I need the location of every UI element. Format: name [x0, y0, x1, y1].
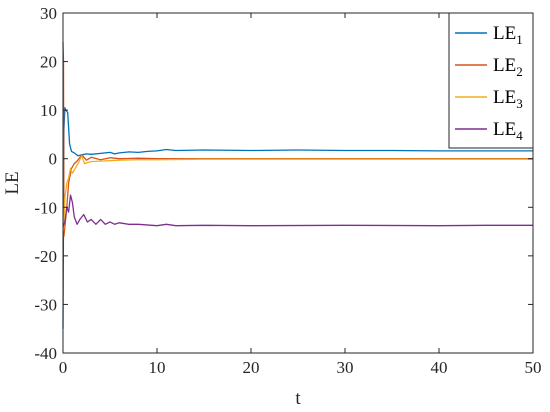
legend-entry-le4: LE4	[493, 119, 523, 143]
y-tick-label: 0	[49, 150, 58, 169]
y-tick-label: -20	[34, 247, 57, 266]
legend-entry-subscript: 3	[516, 96, 523, 111]
x-tick-label: 50	[525, 358, 542, 377]
x-tick-label: 30	[337, 358, 354, 377]
y-tick-label: 10	[40, 101, 57, 120]
legend-entry-name: LE	[493, 55, 516, 76]
y-axis-label: LE	[2, 171, 23, 194]
x-tick-label: 0	[59, 358, 68, 377]
series-line-le1	[62, 107, 533, 329]
series-line-le3	[62, 155, 533, 232]
x-tick-label: 40	[431, 358, 448, 377]
x-tick-label: 20	[243, 358, 260, 377]
y-tick-label: 30	[40, 4, 57, 23]
legend-entry-name: LE	[493, 119, 516, 140]
x-tick-label: 10	[149, 358, 166, 377]
y-tick-label: -10	[34, 198, 57, 217]
legend-entry-subscript: 4	[516, 128, 523, 143]
y-tick-label: -40	[34, 344, 57, 363]
legend-entry-subscript: 1	[516, 32, 523, 47]
y-tick-label: 20	[40, 53, 57, 72]
ticks-layer: 0 10 20 30 40 50 30 20 10 0 -10 -20 -30 -40	[34, 4, 541, 377]
series-layer	[62, 42, 533, 329]
legend-entry-subscript: 2	[516, 64, 523, 79]
legend-box	[448, 12, 534, 149]
legend-entry-le3: LE3	[493, 87, 523, 111]
legend-entry-le2: LE2	[493, 55, 523, 79]
legend-entry-le1: LE1	[493, 23, 523, 47]
axes-box	[62, 12, 534, 354]
y-tick-label: -30	[34, 295, 57, 314]
legend-entry-name: LE	[493, 87, 516, 108]
legend-entry-name: LE	[493, 23, 516, 44]
x-axis-label: t	[295, 388, 301, 409]
series-line-le4	[62, 194, 533, 227]
